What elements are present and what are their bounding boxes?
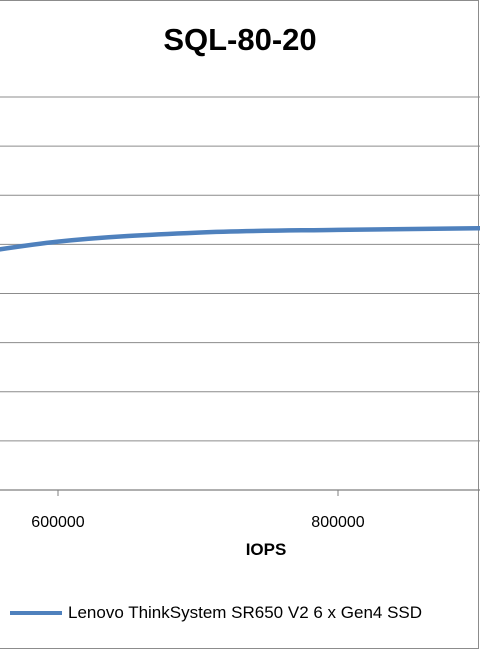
legend-label: Lenovo ThinkSystem SR650 V2 6 x Gen4 SSD bbox=[68, 603, 423, 622]
chart-title: SQL-80-20 bbox=[163, 22, 317, 57]
chart-legend: Lenovo ThinkSystem SR650 V2 6 x Gen4 SSD bbox=[10, 601, 422, 625]
x-tick-label: 600000 bbox=[31, 514, 84, 531]
legend-swatch bbox=[10, 611, 62, 615]
x-tick-label: 800000 bbox=[311, 514, 364, 531]
x-axis-label: IOPS bbox=[245, 540, 287, 559]
series-line bbox=[0, 225, 480, 252]
